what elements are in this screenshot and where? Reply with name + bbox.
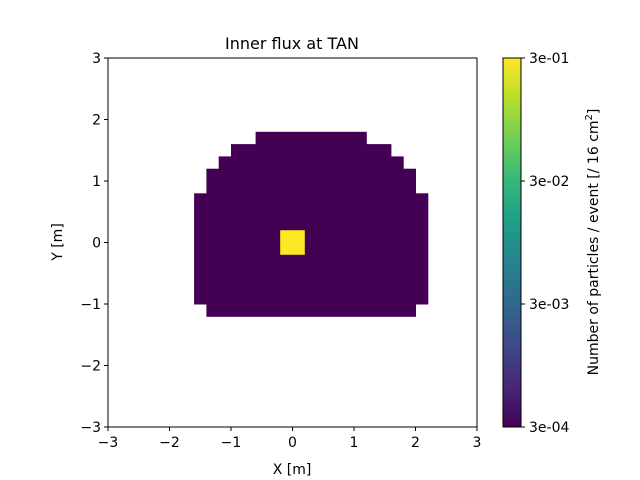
x-tick-label: −3 — [98, 435, 119, 451]
colorbar-tick-label: 3e-01 — [529, 51, 569, 67]
y-tick-label: 2 — [92, 113, 101, 129]
colorbar-tick-label: 3e-03 — [529, 297, 569, 313]
x-tick-label: 2 — [411, 435, 420, 451]
colorbar-label: Number of particles / event [/ 16 cm2] — [584, 109, 602, 376]
heatmap-row — [231, 144, 392, 157]
x-tick-label: 3 — [473, 435, 482, 451]
colorbar-ticks: 3e-04 3e-03 3e-02 3e-01 — [521, 51, 569, 436]
x-tick-label: 0 — [288, 435, 297, 451]
colorbar-tick-label: 3e-04 — [529, 420, 569, 436]
x-tick-label: −2 — [159, 435, 180, 451]
y-tick-label: 3 — [92, 51, 101, 67]
heatmap-row — [194, 193, 429, 305]
colorbar-tick-label: 3e-02 — [529, 174, 569, 190]
y-tick-label: 0 — [92, 236, 101, 252]
y-tick-label: −2 — [80, 359, 101, 375]
heatmap-hot-cell — [280, 230, 305, 255]
x-tick-label: −1 — [221, 435, 242, 451]
heatmap-row — [255, 131, 367, 145]
colorbar-label-end: ] — [586, 109, 602, 114]
heatmap-row — [206, 168, 416, 194]
colorbar — [502, 57, 522, 428]
y-tick-label: −1 — [80, 297, 101, 313]
x-tick-label: 1 — [350, 435, 359, 451]
heatmap-row — [218, 156, 404, 170]
y-tick-label: −3 — [80, 420, 101, 436]
heatmap-cells — [194, 131, 429, 317]
y-axis-label: Y [m] — [50, 223, 66, 262]
y-axis-ticks: −3 −2 −1 0 1 2 3 — [80, 51, 108, 436]
colorbar-label-text: Number of particles / event [/ 16 cm — [586, 120, 602, 375]
x-axis-ticks: −3 −2 −1 0 1 2 3 — [98, 427, 482, 451]
colorbar-label-superscript: 2 — [584, 114, 595, 120]
x-axis-label: X [m] — [273, 462, 312, 478]
chart-title: Inner flux at TAN — [225, 34, 359, 53]
y-tick-label: 1 — [92, 174, 101, 190]
heatmap-row — [206, 304, 416, 317]
